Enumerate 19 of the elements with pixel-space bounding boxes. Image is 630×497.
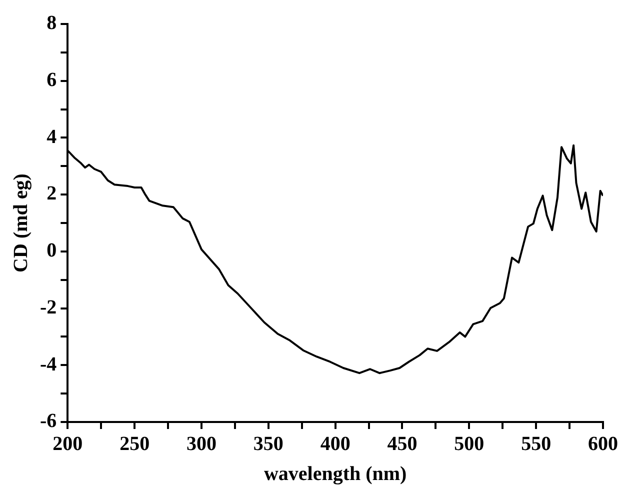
x-tick-label: 200 xyxy=(52,433,83,456)
y-tick-label: 2 xyxy=(46,182,57,205)
y-tick-label: -6 xyxy=(40,410,57,432)
x-tick-label: 400 xyxy=(320,433,350,456)
x-axis-title: wavelength (nm) xyxy=(264,463,407,486)
x-tick-label: 300 xyxy=(186,433,216,456)
y-tick-label: -2 xyxy=(40,296,57,318)
y-tick-label: 6 xyxy=(46,69,57,92)
y-tick-label: 4 xyxy=(46,126,57,148)
x-tick-label: 350 xyxy=(253,433,284,456)
y-tick-label: 8 xyxy=(46,12,57,34)
x-tick-label: 500 xyxy=(454,433,484,456)
y-tick-label: -4 xyxy=(40,353,57,376)
x-tick-label: 250 xyxy=(120,433,150,456)
y-tick-label: 0 xyxy=(46,240,57,262)
x-tick-label: 600 xyxy=(588,433,618,456)
x-tick-label: 550 xyxy=(521,433,552,456)
x-tick-label: 450 xyxy=(387,433,418,456)
y-axis-title: CD (md eg) xyxy=(10,174,32,272)
